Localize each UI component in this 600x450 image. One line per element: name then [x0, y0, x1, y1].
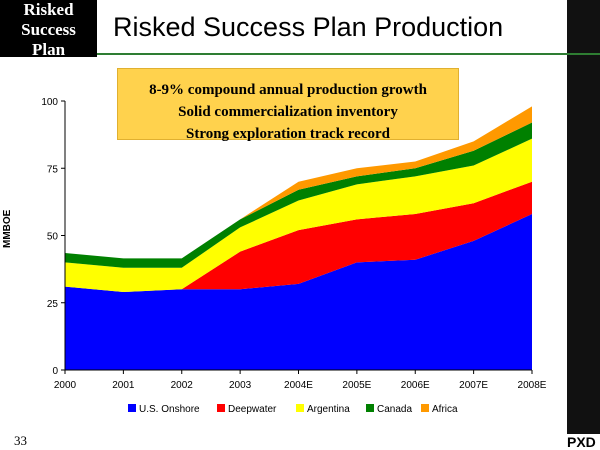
- x-tick-label: 2004E: [284, 380, 313, 391]
- legend-label: Deepwater: [228, 404, 277, 415]
- right-bar-stripe: [567, 53, 600, 55]
- area-deepwater: [65, 181, 532, 292]
- x-tick-label: 2005E: [342, 380, 371, 391]
- right-decor-bar: [567, 0, 600, 450]
- legend: U.S. Onshore Deepwater Argentina Canada Afri…: [128, 404, 458, 415]
- callout-box: 8-9% compound annual production growth S…: [117, 68, 459, 142]
- x-tick-label: 2006E: [401, 380, 430, 391]
- legend-swatch: [128, 404, 136, 412]
- production-chart: 0 25 50 75 100 2000 2001 2002 2003 2004E 2005E 2006…: [41, 97, 546, 415]
- area-argentina: [65, 138, 532, 292]
- section-tab-line-1: Risked: [23, 0, 74, 19]
- section-tab: Risked Success Plan: [0, 0, 97, 57]
- area-africa: [65, 106, 532, 259]
- y-tick-label: 75: [47, 164, 59, 175]
- callout-line-2: Solid commercialization inventory: [178, 104, 398, 120]
- legend-label: U.S. Onshore: [139, 404, 200, 415]
- y-tick-label: 100: [41, 97, 58, 108]
- title-divider: [97, 53, 567, 55]
- x-tick-label: 2001: [112, 380, 135, 391]
- axes-layer: 0 25 50 75 100 2000 2001 2002 2003 2004E 2005E 2006…: [41, 97, 546, 391]
- legend-swatch: [217, 404, 225, 412]
- y-tick-label: 0: [52, 366, 58, 377]
- legend-label: Canada: [377, 404, 412, 415]
- callout-line-1: 8-9% compound annual production growth: [149, 82, 427, 98]
- area-u-s-onshore: [65, 213, 532, 370]
- page-number: 33: [14, 433, 27, 448]
- x-tick-label: 2002: [171, 380, 194, 391]
- y-tick-label: 50: [47, 232, 59, 243]
- section-tab-line-3: Plan: [31, 40, 66, 57]
- legend-label: Argentina: [307, 404, 350, 415]
- x-tick-label: 2003: [229, 380, 252, 391]
- legend-label: Africa: [432, 404, 458, 415]
- company-logo: PXD: [565, 434, 600, 450]
- area-canada: [65, 122, 532, 268]
- legend-swatch: [366, 404, 374, 412]
- callout-line-3: Strong exploration track record: [185, 126, 390, 142]
- y-tick-label: 25: [47, 299, 59, 310]
- page-title: Risked Success Plan Production: [113, 12, 504, 42]
- x-tick-label: 2000: [54, 380, 77, 391]
- x-tick-label: 2008E: [518, 380, 547, 391]
- y-axis-label: MMBOE: [2, 209, 13, 248]
- area-layer: [65, 106, 532, 370]
- legend-swatch: [296, 404, 304, 412]
- x-tick-label: 2007E: [459, 380, 488, 391]
- legend-swatch: [421, 404, 429, 412]
- section-tab-line-2: Success: [21, 20, 76, 39]
